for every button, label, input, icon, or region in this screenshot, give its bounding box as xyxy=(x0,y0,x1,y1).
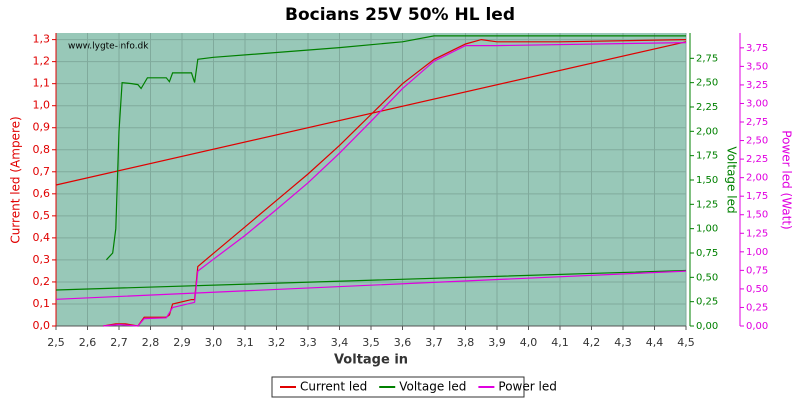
x-tick-label: 3,0 xyxy=(205,336,223,349)
x-tick-label: 2,7 xyxy=(110,336,128,349)
y-tick-label: 0,8 xyxy=(33,143,51,156)
y3-axis-title: Power led (Watt) xyxy=(780,130,794,229)
legend-box xyxy=(271,376,525,398)
legend-label: Power led xyxy=(498,380,556,394)
y2-tick-label: 0,75 xyxy=(696,248,718,259)
y-tick-label: 0,6 xyxy=(33,187,51,200)
x-tick-label: 4,1 xyxy=(551,336,569,349)
legend-label: Voltage led xyxy=(399,380,466,394)
y-tick-label: 0,5 xyxy=(33,209,51,222)
y-tick-label: 0,7 xyxy=(33,165,51,178)
chart-title: Bocians 25V 50% HL led xyxy=(285,5,515,25)
y3-tick-label: 0,25 xyxy=(746,302,768,313)
y3-tick-label: 3,25 xyxy=(746,80,768,91)
y3-tick-label: 2,00 xyxy=(746,173,768,184)
y3-tick-label: 0,75 xyxy=(746,265,768,276)
x-tick-label: 2,8 xyxy=(142,336,160,349)
y-tick-label: 0,0 xyxy=(33,319,51,332)
y3-tick-label: 2,50 xyxy=(746,136,768,147)
y3-tick-label: 1,25 xyxy=(746,228,768,239)
y-tick-label: 0,4 xyxy=(33,231,51,244)
y3-tick-label: 3,75 xyxy=(746,43,768,54)
x-tick-label: 3,5 xyxy=(362,336,380,349)
y3-tick-label: 0,50 xyxy=(746,284,768,295)
y2-tick-label: 1,75 xyxy=(696,151,718,162)
y3-tick-label: 3,00 xyxy=(746,98,768,109)
y2-tick-label: 2,50 xyxy=(696,78,718,89)
y3-tick-label: 2,25 xyxy=(746,154,768,165)
y-tick-label: 0,3 xyxy=(33,253,51,266)
y-tick-label: 0,2 xyxy=(33,275,51,288)
series-line xyxy=(55,35,687,291)
x-tick-label: 3,1 xyxy=(236,336,254,349)
x-tick-label: 3,9 xyxy=(488,336,506,349)
y2-tick-label: 2,00 xyxy=(696,126,718,137)
x-tick-label: 3,7 xyxy=(425,336,443,349)
x-tick-label: 4,0 xyxy=(520,336,538,349)
x-tick-label: 4,5 xyxy=(677,336,695,349)
y3-tick-label: 0,00 xyxy=(746,321,768,332)
x-axis-title: Voltage in xyxy=(334,353,408,368)
x-tick-label: 4,4 xyxy=(646,336,664,349)
y3-tick-label: 3,50 xyxy=(746,61,768,72)
y2-tick-label: 1,50 xyxy=(696,175,718,186)
y2-tick-label: 1,25 xyxy=(696,199,718,210)
x-tick-label: 3,8 xyxy=(457,336,475,349)
y-tick-label: 0,1 xyxy=(33,297,51,310)
y2-tick-label: 0,50 xyxy=(696,272,718,283)
y-tick-label: 0,9 xyxy=(33,121,51,134)
x-tick-label: 3,6 xyxy=(394,336,412,349)
y3-tick-label: 1,50 xyxy=(746,210,768,221)
y-tick-label: 1,2 xyxy=(33,55,51,68)
x-tick-label: 3,4 xyxy=(331,336,349,349)
y2-tick-label: 0,00 xyxy=(696,321,718,332)
watermark: www.lygte-info.dk xyxy=(68,42,149,52)
series-line xyxy=(55,38,687,327)
x-tick-label: 4,3 xyxy=(614,336,632,349)
x-tick-label: 2,9 xyxy=(173,336,191,349)
y-tick-label: 1,1 xyxy=(33,77,51,90)
series-line xyxy=(55,42,687,327)
x-tick-label: 3,2 xyxy=(268,336,286,349)
x-tick-label: 2,6 xyxy=(79,336,97,349)
y-axis-title: Current led (Ampere) xyxy=(9,116,23,243)
y3-tick-label: 1,75 xyxy=(746,191,768,202)
y2-tick-label: 2,75 xyxy=(696,53,718,64)
y-tick-label: 1,0 xyxy=(33,99,51,112)
y2-tick-label: 2,25 xyxy=(696,102,718,113)
x-tick-label: 3,3 xyxy=(299,336,317,349)
y2-axis-title: Voltage led xyxy=(725,146,739,213)
y3-tick-label: 1,00 xyxy=(746,247,768,258)
y2-tick-label: 1,00 xyxy=(696,224,718,235)
legend-label: Current led xyxy=(300,380,367,394)
x-tick-label: 4,2 xyxy=(583,336,601,349)
x-tick-label: 2,5 xyxy=(47,336,65,349)
y-tick-label: 1,3 xyxy=(33,33,51,46)
y3-tick-label: 2,75 xyxy=(746,117,768,128)
y2-tick-label: 0,25 xyxy=(696,297,718,308)
